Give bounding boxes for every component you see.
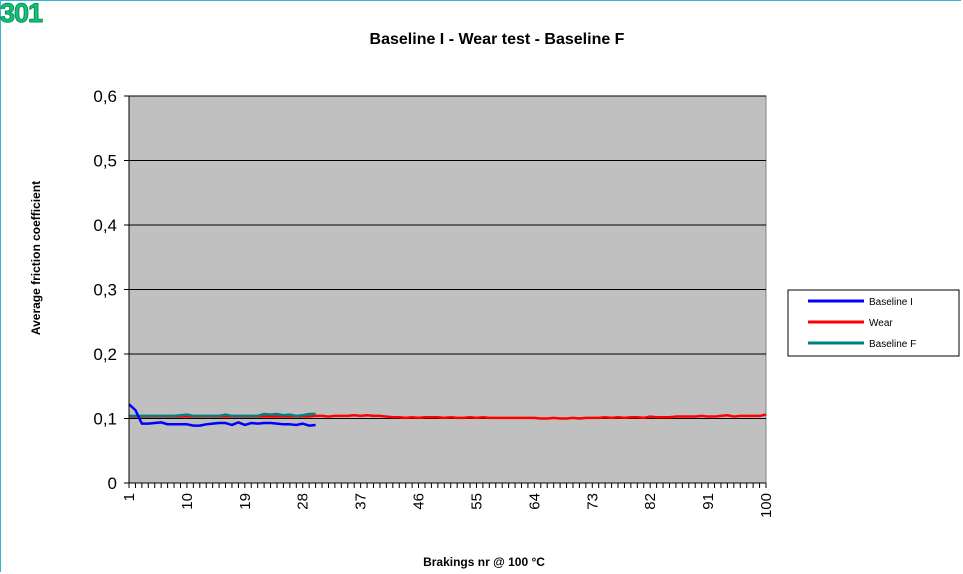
y-tick-label: 0: [108, 474, 117, 493]
x-tick-label: 37: [353, 493, 370, 510]
x-tick-label: 28: [295, 493, 312, 510]
x-tick-label: 73: [584, 493, 601, 510]
y-tick-label: 0,5: [93, 152, 117, 171]
x-tick-label: 100: [758, 493, 775, 518]
series-line-baseline-i: [128, 403, 316, 427]
x-tick-label: 46: [411, 493, 428, 510]
x-tick-label: 19: [237, 493, 254, 510]
y-tick-label: 0,3: [93, 281, 117, 300]
y-tick-label: 0,2: [93, 345, 117, 364]
legend-label: Baseline I: [869, 297, 913, 308]
x-tick-label: 64: [526, 493, 543, 510]
x-tick-label: 91: [700, 493, 717, 510]
legend: Baseline I Wear Baseline F: [787, 289, 960, 357]
y-tick-label: 0,1: [93, 410, 117, 429]
chart-title: Baseline I - Wear test - Baseline F: [370, 31, 625, 48]
x-tick-label: 1: [121, 493, 138, 501]
x-tick-label: 82: [642, 493, 659, 510]
x-tick-label: 55: [468, 493, 485, 510]
y-axis-title: Average friction coefficient: [29, 181, 43, 335]
y-tick-label: 0,4: [93, 216, 117, 235]
legend-label: Baseline F: [869, 339, 916, 350]
y-tick-label: 0,6: [93, 87, 117, 106]
x-tick-label: 10: [179, 493, 196, 510]
page-number-badge: 301: [0, 0, 44, 28]
legend-label: Wear: [869, 318, 893, 329]
series-line-baseline-f: [129, 412, 316, 418]
x-axis-title: Brakings nr @ 100 °C: [423, 555, 545, 569]
